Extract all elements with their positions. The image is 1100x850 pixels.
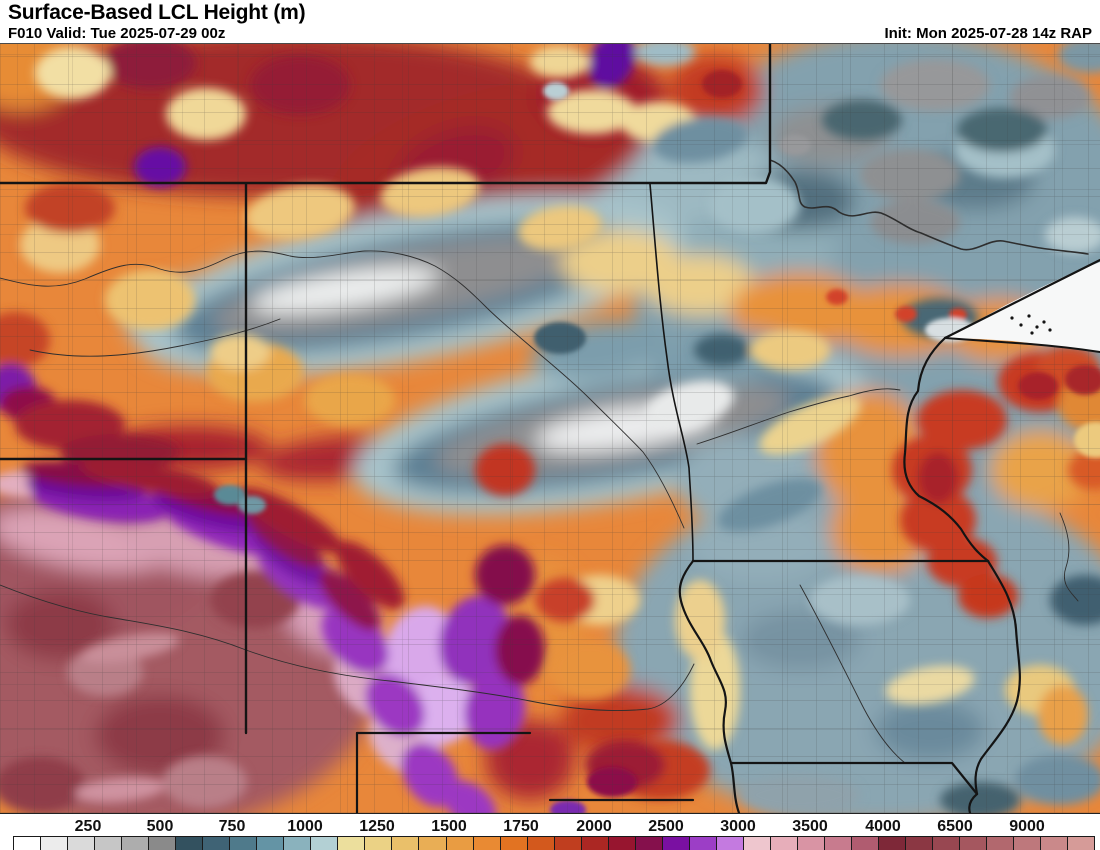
- color-scale-tick-label: 2000: [576, 818, 612, 835]
- color-scale-tick-label: 1000: [287, 818, 323, 835]
- color-scale-cell: [906, 837, 934, 850]
- valid-time-label: F010 Valid: Tue 2025-07-29 00z: [8, 25, 226, 42]
- color-scale-cell: [608, 837, 636, 850]
- init-time-label: Init: Mon 2025-07-28 14z RAP: [884, 25, 1092, 42]
- color-scale-cell: [365, 837, 393, 850]
- lake-superior: [943, 258, 1100, 353]
- color-scale-tick-label: 1750: [503, 818, 539, 835]
- color-scale-tick-label: 1500: [431, 818, 467, 835]
- color-scale-cell: [1014, 837, 1042, 850]
- color-scale-tick-label: 1250: [359, 818, 395, 835]
- county-grid-b: [0, 44, 1100, 813]
- color-scale-cell: [635, 837, 663, 850]
- color-scale-cell: [176, 837, 204, 850]
- color-scale-cell: [770, 837, 798, 850]
- color-scale-cell: [473, 837, 501, 850]
- color-scale-cell: [1041, 837, 1069, 850]
- color-scale-cell: [960, 837, 988, 850]
- color-scale-cell: [68, 837, 96, 850]
- color-scale-cell: [797, 837, 825, 850]
- color-scale-cell: [662, 837, 690, 850]
- color-scale-cell: [149, 837, 177, 850]
- color-scale-cell: [554, 837, 582, 850]
- color-scale-cell: [419, 837, 447, 850]
- color-scale-cell: [284, 837, 312, 850]
- color-scale-cell: [122, 837, 150, 850]
- color-scale-tick-label: 250: [74, 818, 102, 835]
- color-scale-tick-label: 500: [146, 818, 174, 835]
- map-canvas: www.pivotalweather.com piv⚙tal weather: [0, 44, 1100, 813]
- color-scale-cell: [392, 837, 420, 850]
- color-scale-cell: [689, 837, 717, 850]
- color-scale-cell: [716, 837, 744, 850]
- color-scale-cell: [933, 837, 961, 850]
- color-scale-cell: [230, 837, 258, 850]
- color-scale-tick-label: 3000: [720, 818, 756, 835]
- map-header: Surface-Based LCL Height (m) F010 Valid:…: [0, 0, 1100, 44]
- lcl-height-map: [0, 44, 1100, 813]
- color-scale-cells: [13, 836, 1095, 850]
- color-scale-cell: [95, 837, 123, 850]
- color-scale-tick-label: 750: [218, 818, 246, 835]
- color-scale-cell: [311, 837, 339, 850]
- color-scale-cell: [987, 837, 1015, 850]
- color-scale-cell: [500, 837, 528, 850]
- color-scale-cell: [743, 837, 771, 850]
- color-scale-tick-label: 2500: [648, 818, 684, 835]
- color-scale-cell: [581, 837, 609, 850]
- state-borders: [0, 44, 1021, 813]
- color-scale-cell: [338, 837, 366, 850]
- color-scale-cell: [1068, 837, 1095, 850]
- color-scale-tick-label: 9000: [1009, 818, 1045, 835]
- color-scale-cell: [527, 837, 555, 850]
- color-scale-cell: [824, 837, 852, 850]
- color-scale-cell: [446, 837, 474, 850]
- page-title: Surface-Based LCL Height (m): [8, 1, 306, 24]
- color-scale-cell: [14, 837, 42, 850]
- color-scale-cell: [257, 837, 285, 850]
- color-scale-cell: [203, 837, 231, 850]
- color-scale-cell: [879, 837, 907, 850]
- color-scale-tick-label: 6500: [937, 818, 973, 835]
- color-scale-cell: [851, 837, 879, 850]
- color-scale-cell: [41, 837, 69, 850]
- color-scale-tick-label: 3500: [792, 818, 828, 835]
- color-scale-bar: 250 500 750 1000 1250 1500 1750 2000 2500 3000 350…: [0, 813, 1100, 850]
- color-scale-tick-label: 4000: [865, 818, 901, 835]
- river-lines: [0, 159, 1089, 764]
